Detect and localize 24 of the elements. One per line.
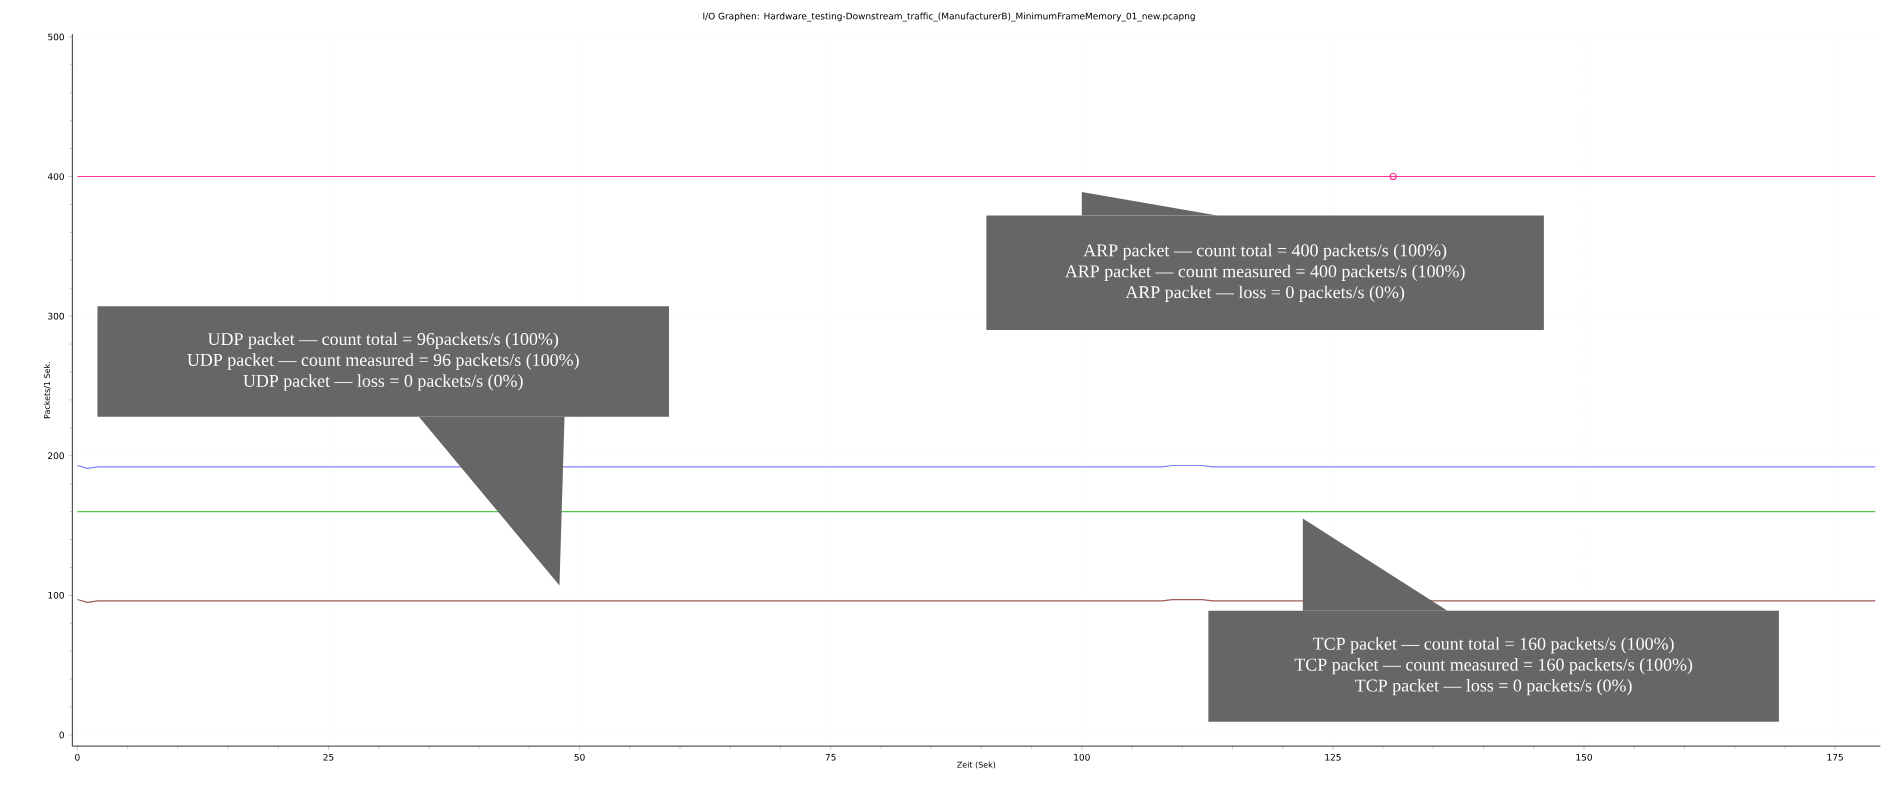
x-tick-label: 0 [75,753,80,761]
annotation: ARP packet — count total = 400 packets/s (100%) [1083,243,1447,261]
x-tick-label: 100 [1074,753,1090,761]
annotation: ARP packet — loss = 0 packets/s (0%) [1125,285,1405,302]
y-tick-label: 200 [48,452,64,460]
x-tick-label: 175 [1827,753,1843,761]
chart-title: I/O Graphen: Hardware_testing-Downstream_traffic_(ManufacturerB)_MinimumFrameMemory_01_new.pcapng [703,12,1195,22]
x-tick-label: 50 [574,753,585,761]
annotation: TCP packet — count total = 160 packets/s (100%) [1313,637,1674,654]
y-tick-label: 300 [48,312,64,320]
annotation: ARP packet — count measured = 400 packets/s (100%) [1065,264,1465,281]
y-tick-label: 400 [47,173,64,180]
x-tick-label: 150 [1576,753,1592,761]
annotation: UDP packet — count measured = 96 packets/s (100%) [187,353,579,370]
x-tick-label: 125 [1325,753,1341,761]
y-tick-label: 500 [48,33,64,41]
annotation: UDP packet — loss = 0 packets/s (0%) [243,374,523,391]
x-tick-label: 75 [825,753,836,761]
annotation: TCP packet — loss = 0 packets/s (0%) [1355,678,1632,696]
y-tick-label: 100 [48,591,64,599]
y-tick-label: 0 [59,731,64,739]
annotation: TCP packet — count measured = 160 packets/s (100%) [1294,658,1693,675]
annotation: UDP packet — count total = 96packets/s (100%) [207,332,559,349]
x-tick-label: 25 [323,753,334,761]
